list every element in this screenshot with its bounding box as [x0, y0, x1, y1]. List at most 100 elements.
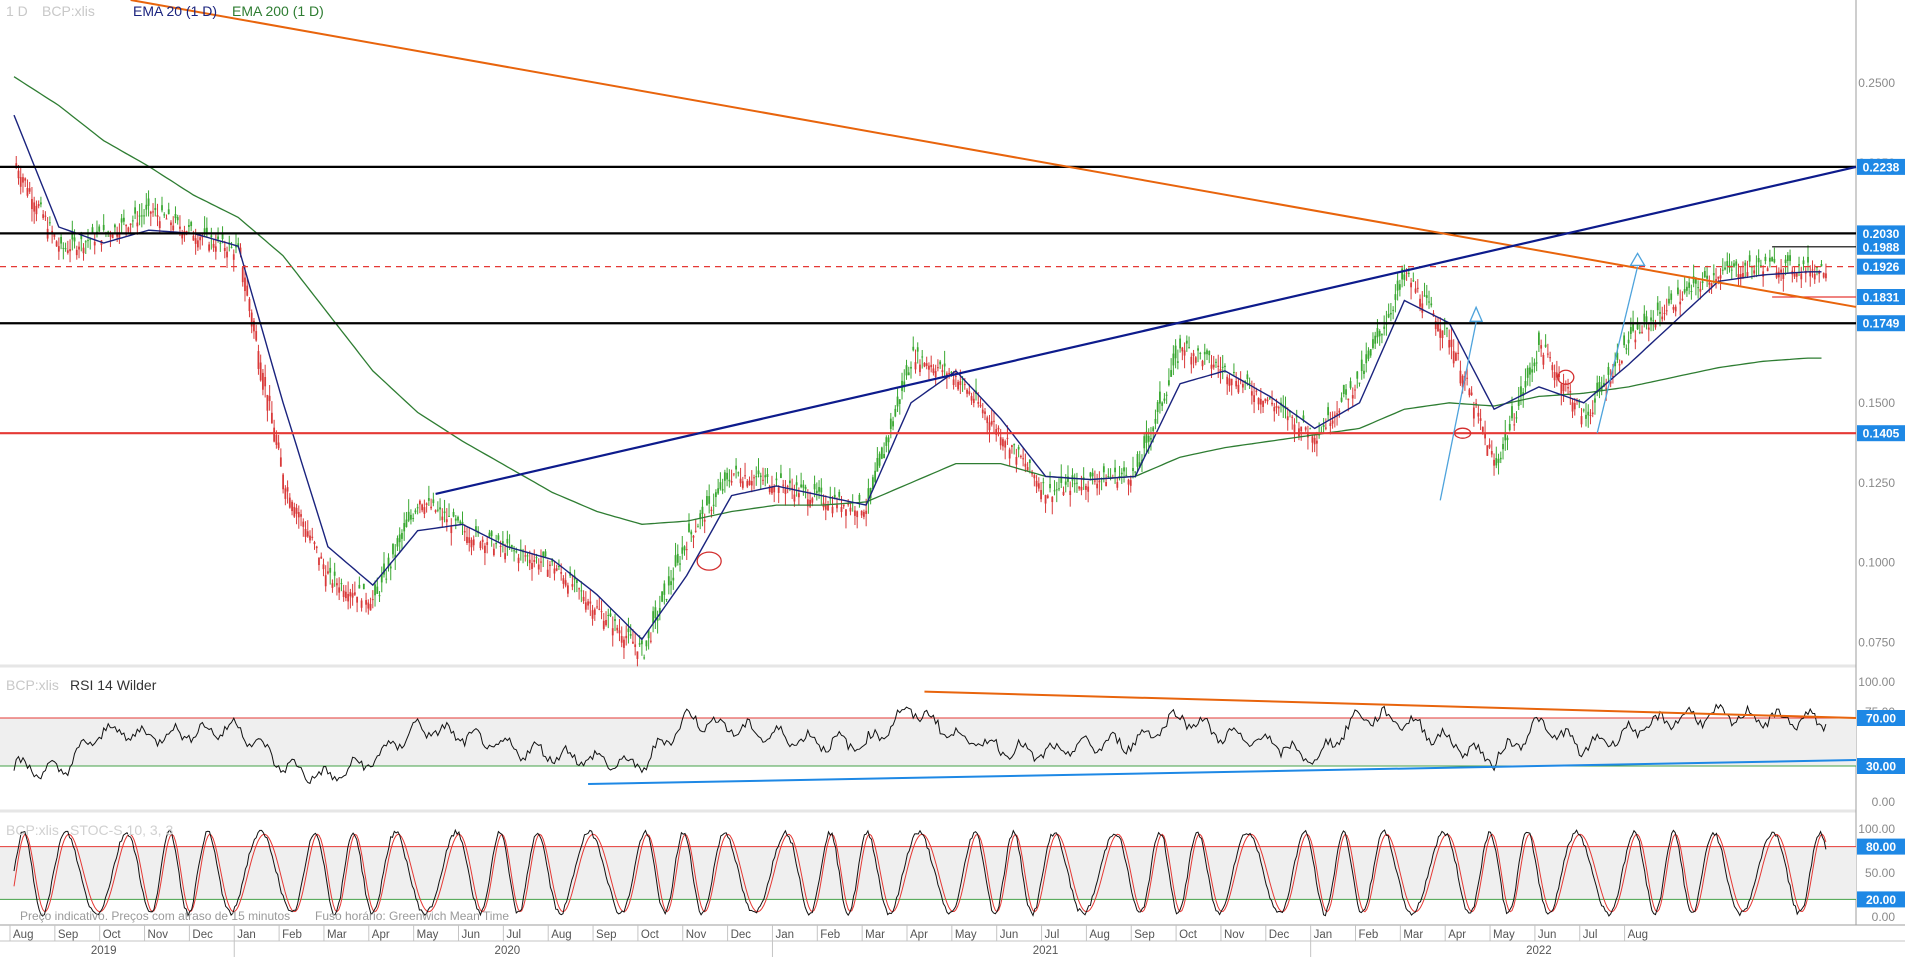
candle-body	[1356, 371, 1359, 379]
candle-body	[1562, 384, 1565, 392]
candle-body	[809, 499, 811, 507]
candle-body	[1091, 472, 1094, 477]
candle-body	[1419, 298, 1421, 307]
candle-body	[214, 246, 217, 252]
candle-body	[1381, 334, 1383, 336]
candle-body	[517, 557, 520, 564]
candle-body	[407, 511, 410, 521]
price-level-tag-label: 0.1926	[1863, 260, 1900, 274]
candle-body	[1046, 495, 1049, 499]
candle-body	[1798, 264, 1800, 266]
candle-body	[1058, 488, 1060, 490]
candle-body	[398, 534, 401, 543]
candle-body	[1813, 273, 1816, 280]
month-label: Jan	[237, 929, 256, 941]
candle-body	[223, 247, 226, 252]
candle-body	[1329, 423, 1332, 426]
candle-body	[665, 599, 668, 601]
candle-body	[1818, 271, 1821, 275]
candle-body	[1618, 364, 1621, 366]
candle-body	[916, 347, 919, 352]
candle-body	[800, 484, 803, 488]
candle-body	[1459, 370, 1462, 384]
candle-body	[1448, 340, 1451, 348]
stoch-tick-label: 50.00	[1865, 866, 1895, 880]
candle-body	[1264, 398, 1267, 401]
candle-body	[748, 480, 751, 485]
rsi-title: RSI 14 Wilder	[70, 677, 157, 693]
candle-body	[656, 618, 659, 621]
candle-body	[712, 504, 715, 506]
candle-body	[932, 368, 935, 374]
candle-body	[842, 504, 845, 507]
candle-body	[683, 546, 686, 551]
candle-body	[1511, 406, 1513, 419]
candle-body	[472, 539, 475, 546]
candle-body	[1571, 402, 1574, 412]
candle-body	[533, 559, 536, 562]
candle-body	[62, 247, 65, 249]
candle-body	[611, 628, 614, 636]
candle-body	[1721, 269, 1724, 271]
candle-body	[1311, 436, 1314, 443]
candle-body	[674, 555, 677, 567]
candle-body	[1407, 272, 1410, 274]
candle-body	[813, 483, 816, 490]
candle-body	[327, 571, 329, 574]
candle-body	[1150, 438, 1152, 440]
candle-body	[1035, 480, 1038, 487]
candle-body	[237, 243, 240, 247]
candle-body	[1331, 420, 1334, 424]
price-level-tag	[1857, 238, 1905, 255]
candle-body	[188, 224, 190, 227]
candle-body	[488, 532, 491, 537]
candle-body	[1098, 480, 1101, 483]
candle-body	[784, 489, 787, 494]
candle-body	[1423, 295, 1426, 297]
candle-body	[1739, 274, 1742, 280]
candle-body	[17, 170, 20, 179]
candle-body	[1392, 309, 1395, 311]
candle-body	[952, 379, 955, 386]
candle-body	[896, 396, 899, 407]
candle-body	[676, 553, 679, 563]
candle-body	[454, 518, 457, 521]
candle-body	[1250, 391, 1253, 396]
candle-body	[1405, 272, 1408, 274]
candle-body	[618, 630, 621, 634]
rsi-tick-label: 0.00	[1872, 795, 1896, 809]
stoch-k-line	[13, 828, 1827, 917]
candle-body	[986, 417, 989, 424]
candle-body	[1271, 402, 1273, 405]
candle-body	[131, 220, 134, 222]
candle-body	[838, 491, 841, 497]
candle-body	[984, 411, 986, 414]
candle-body	[109, 234, 112, 237]
candle-body	[515, 551, 518, 553]
candle-body	[1683, 289, 1686, 293]
candle-body	[392, 543, 394, 555]
candle-body	[1502, 443, 1504, 450]
candle-body	[1488, 444, 1491, 448]
candle-body	[1055, 489, 1058, 491]
candle-body	[863, 511, 865, 517]
candle-body	[1495, 458, 1498, 466]
candle-body	[925, 363, 928, 366]
candle-body	[1455, 353, 1457, 361]
candle-body	[1780, 269, 1782, 273]
candle-body	[1598, 382, 1601, 391]
candle-body	[1538, 332, 1540, 345]
candle-body	[387, 557, 390, 567]
candle-body	[524, 555, 527, 557]
year-label: 2021	[1033, 945, 1059, 957]
candle-body	[1161, 402, 1164, 406]
candle-body	[91, 227, 94, 234]
candle-body	[1345, 389, 1347, 395]
candle-body	[1078, 486, 1081, 489]
candle-body	[120, 218, 123, 223]
month-label: Nov	[686, 929, 707, 941]
candle-body	[1782, 272, 1785, 279]
candle-body	[1773, 258, 1776, 263]
price-level-tag	[1857, 258, 1905, 275]
